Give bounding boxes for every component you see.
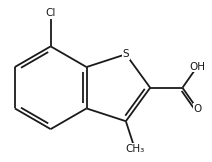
Text: CH₃: CH₃: [125, 144, 144, 154]
Text: S: S: [123, 49, 129, 59]
Text: O: O: [193, 104, 201, 114]
Text: Cl: Cl: [46, 8, 56, 18]
Text: OH: OH: [189, 62, 205, 72]
